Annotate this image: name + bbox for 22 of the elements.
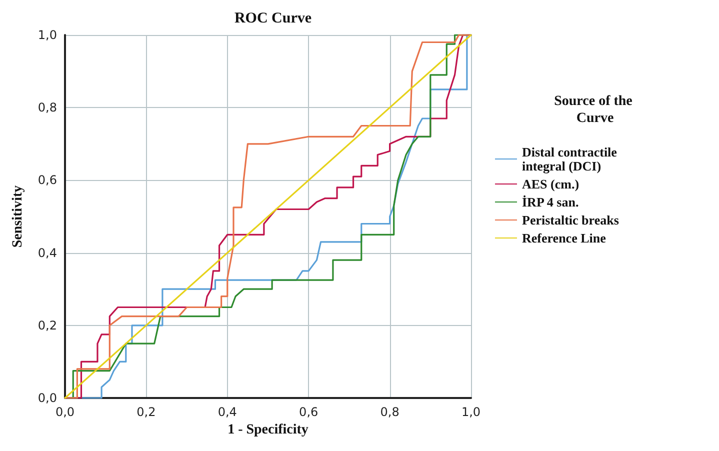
chart-title: ROC Curve [234, 10, 312, 26]
x-tick-label: 0,8 [380, 405, 400, 419]
legend-title: Source of the Curve [554, 94, 636, 126]
line-series [64, 34, 472, 399]
y-tick-label: 0,8 [38, 100, 57, 115]
legend-label: Reference Line [522, 230, 606, 246]
x-tick-label: 0,6 [299, 405, 318, 419]
y-tick-label: 0,2 [38, 318, 57, 332]
y-tick-label: 1,0 [38, 28, 57, 42]
x-tick-label: 0,4 [218, 405, 237, 419]
legend-label: Peristaltic breaks [522, 212, 619, 228]
x-tick-label: 0,0 [55, 405, 75, 419]
y-tick-label: 0,4 [38, 246, 57, 260]
legend-label: İRP 4 san. [522, 194, 579, 210]
y-tick-label: 0,0 [38, 391, 57, 405]
y-axis-title: Sensitivity [10, 185, 26, 248]
x-tick-label: 1,0 [461, 405, 481, 419]
legend-label: AES (cm.) [522, 176, 580, 192]
y-tick-label: 0,6 [38, 173, 57, 188]
x-axis-title: 1 - Specificity [228, 422, 308, 438]
x-tick-label: 0,2 [136, 405, 156, 419]
legend-label: Distal contractile integral (DCI) [522, 144, 620, 174]
